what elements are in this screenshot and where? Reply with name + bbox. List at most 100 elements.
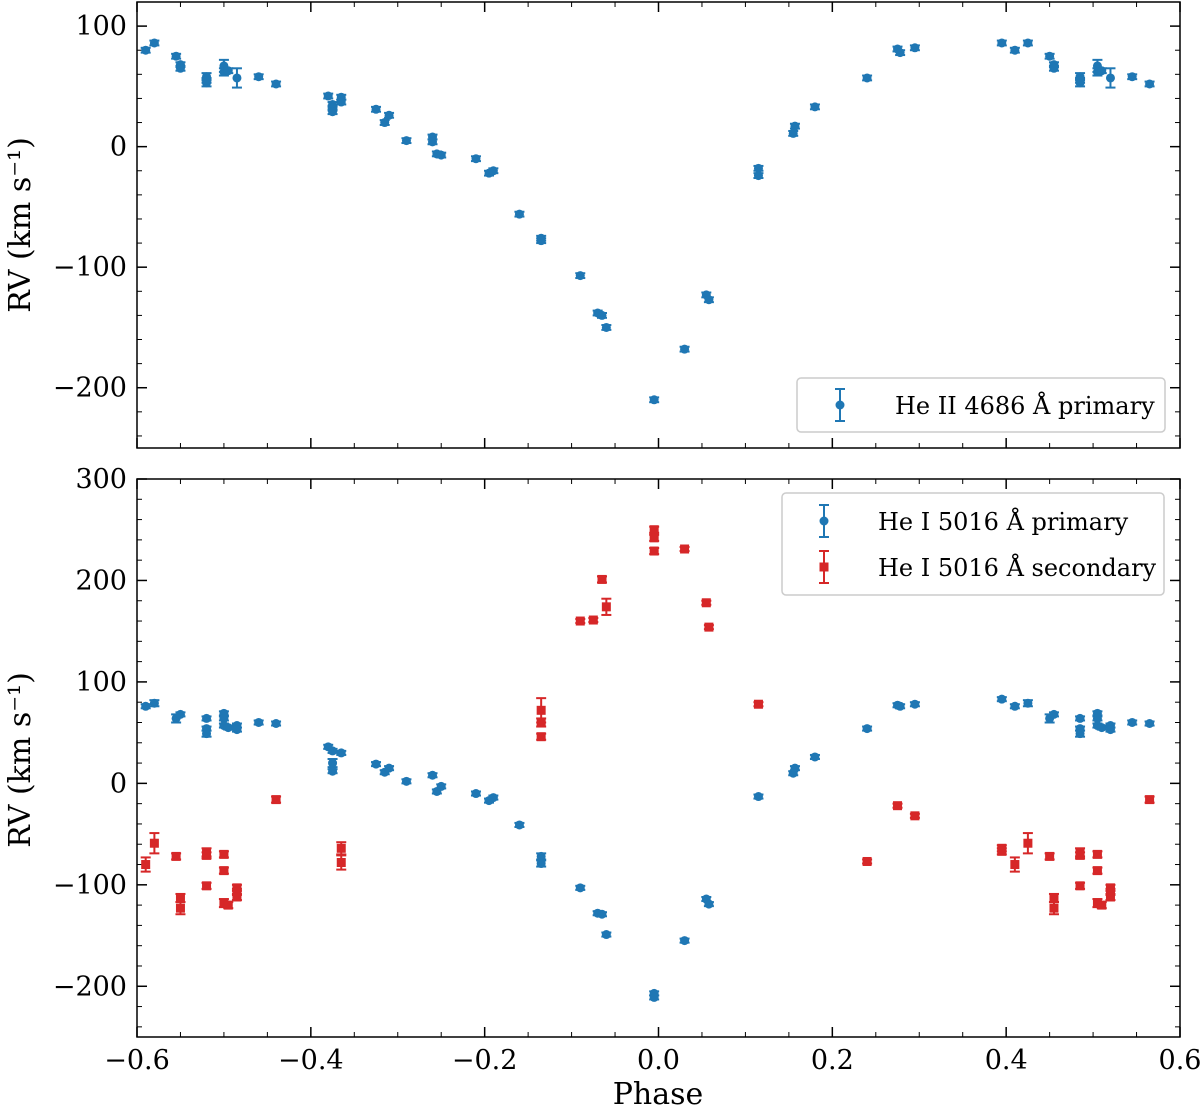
data-point-marker (436, 150, 446, 160)
data-point (327, 107, 338, 117)
data-point (575, 271, 586, 281)
data-point (536, 732, 547, 742)
data-point-marker (1010, 860, 1020, 870)
data-point-marker (649, 546, 659, 556)
data-point-marker (753, 163, 763, 173)
data-point-marker (575, 883, 585, 893)
data-point (536, 717, 547, 728)
data-point-marker (1023, 38, 1033, 48)
data-point (996, 38, 1007, 48)
y-tick-label: 100 (75, 11, 127, 42)
data-point (379, 118, 390, 128)
data-point (218, 866, 229, 876)
data-point (171, 51, 182, 61)
legend-marker-glyph (819, 562, 829, 572)
data-point (649, 395, 660, 405)
data-point-marker (680, 544, 690, 554)
data-point (371, 104, 382, 114)
y-tick-label: 200 (75, 565, 127, 596)
data-point-marker (1145, 719, 1155, 729)
x-tick-label: −0.6 (104, 1045, 170, 1076)
y-tick-label: 0 (110, 132, 127, 163)
bottom-data-marks (140, 525, 1155, 1002)
top-panel: −200 −100 0 100 RV (km s⁻¹) He II 4686 Å pr… (3, 1, 1181, 449)
data-point (1144, 79, 1155, 89)
data-point-marker (895, 701, 905, 711)
data-point (1144, 719, 1155, 729)
data-point-marker (202, 75, 212, 85)
y-tick-label: −100 (53, 870, 127, 901)
data-point-marker (1049, 63, 1059, 73)
data-point (753, 171, 764, 181)
data-point (223, 900, 234, 910)
x-tick-label: −0.2 (452, 1045, 518, 1076)
data-point (514, 820, 525, 830)
data-point-marker (1075, 729, 1085, 739)
data-point-marker (588, 615, 598, 625)
data-point-marker (1075, 75, 1085, 85)
data-point-marker (202, 881, 212, 891)
data-point (862, 73, 873, 83)
data-point (201, 881, 212, 891)
data-point (1048, 63, 1059, 73)
data-point (201, 713, 212, 723)
data-point (1048, 901, 1059, 916)
data-point-marker (649, 992, 659, 1002)
data-point (909, 699, 920, 709)
data-point-marker (271, 795, 281, 805)
data-point-marker (575, 616, 585, 626)
data-point (789, 763, 800, 773)
data-point-marker (336, 857, 346, 867)
data-point-marker (149, 38, 159, 48)
data-point (1105, 67, 1116, 89)
data-point-marker (141, 701, 151, 711)
data-point-marker (536, 732, 546, 742)
data-point-marker (471, 154, 481, 164)
data-point-marker (536, 851, 546, 861)
data-point-marker (997, 38, 1007, 48)
data-point-marker (910, 699, 920, 709)
data-point (218, 713, 229, 723)
data-point-marker (149, 698, 159, 708)
bottom-legend-primary-marker (819, 504, 829, 538)
data-point (1096, 723, 1107, 733)
data-point (909, 43, 920, 53)
data-point (171, 851, 182, 861)
data-point (201, 75, 212, 85)
data-point (588, 615, 599, 625)
data-point (996, 846, 1007, 856)
data-point (649, 533, 660, 543)
data-point-marker (1145, 795, 1155, 805)
data-point (1105, 892, 1116, 902)
data-point (601, 597, 612, 616)
data-point-marker (223, 723, 233, 733)
data-point-marker (428, 137, 438, 147)
data-point-marker (536, 236, 546, 246)
data-point (895, 701, 906, 711)
data-point (601, 322, 612, 332)
data-point-marker (1049, 709, 1059, 719)
data-point (384, 763, 395, 773)
data-point-marker (1049, 903, 1059, 913)
data-point-marker (271, 79, 281, 89)
data-point-marker (223, 900, 233, 910)
data-point-marker (514, 209, 524, 219)
data-point (996, 694, 1007, 704)
data-point-marker (384, 763, 394, 773)
y-tick-label: 300 (75, 464, 127, 495)
x-tick-label: −0.4 (278, 1045, 344, 1076)
data-point (679, 544, 690, 554)
legend-marker-glyph (819, 516, 829, 526)
data-point-marker (171, 51, 181, 61)
data-point (271, 795, 282, 805)
data-point-marker (1097, 66, 1107, 76)
data-point-marker (1097, 723, 1107, 733)
data-point-marker (910, 43, 920, 53)
data-point-marker (601, 930, 611, 940)
data-point-marker (788, 128, 798, 138)
data-point (175, 709, 186, 719)
data-point (384, 110, 395, 120)
data-point-marker (704, 899, 714, 909)
data-point-marker (323, 91, 333, 101)
data-point-marker (1127, 72, 1137, 82)
